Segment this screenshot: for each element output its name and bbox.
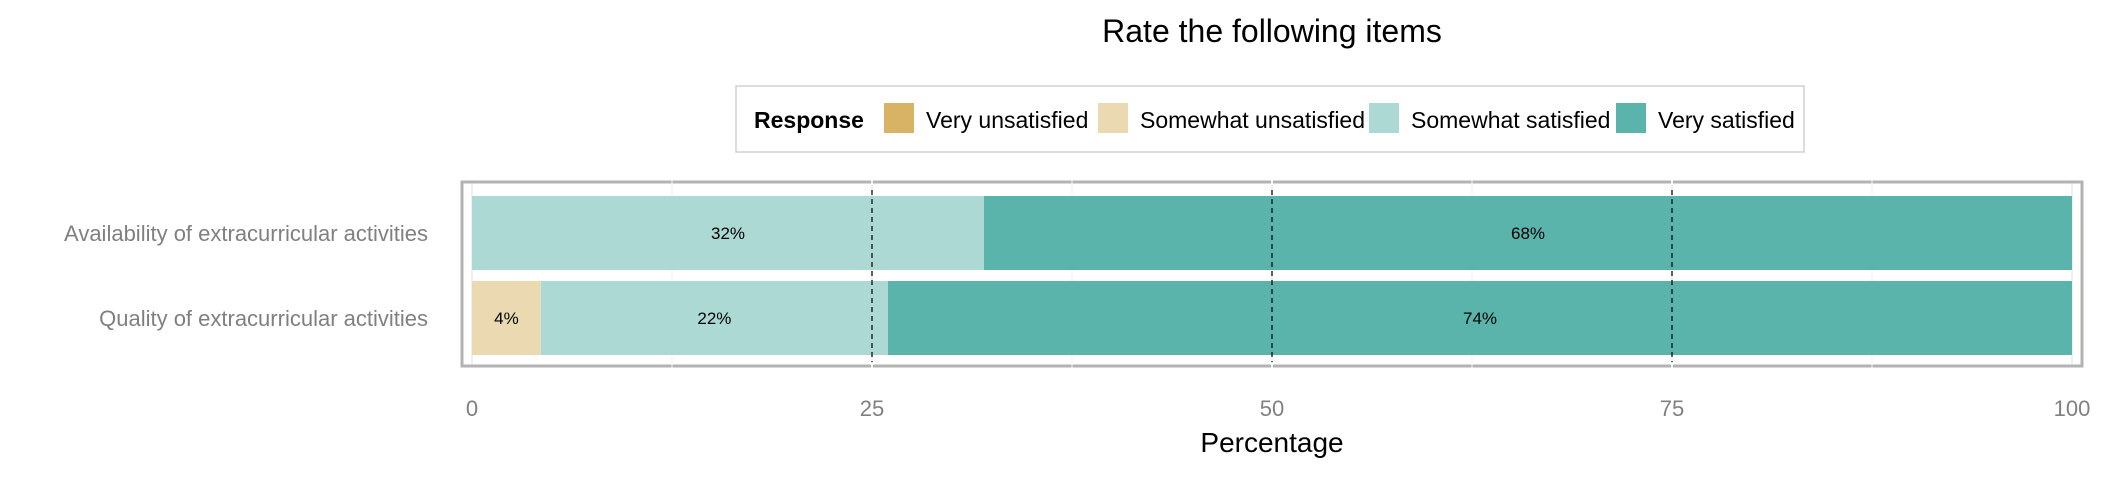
legend-label: Somewhat satisfied: [1411, 107, 1610, 133]
legend-title: Response: [754, 107, 864, 133]
legend-swatch: [1369, 103, 1399, 133]
legend-swatch: [1098, 103, 1128, 133]
legend-label: Somewhat unsatisfied: [1140, 107, 1365, 133]
data-label: 4%: [494, 309, 519, 328]
x-tick-label: 25: [860, 396, 884, 421]
legend-label: Very satisfied: [1658, 107, 1795, 133]
chart-title: Rate the following items: [1102, 13, 1442, 49]
bars: [472, 196, 2072, 355]
bar-segment: [472, 281, 541, 355]
legend: Response Very unsatisfied Somewhat unsati…: [735, 85, 1805, 153]
category-label: Availability of extracurricular activiti…: [64, 221, 428, 246]
plot-frame: [460, 179, 2084, 369]
bar-segment: [540, 281, 888, 355]
data-label: 32%: [711, 224, 745, 243]
data-label: 74%: [1463, 309, 1497, 328]
legend-swatch: [884, 103, 914, 133]
legend-swatch: [1616, 103, 1646, 133]
category-label: Quality of extracurricular activities: [99, 306, 428, 331]
bar-segment: [472, 196, 984, 270]
x-tick-label: 100: [2054, 396, 2091, 421]
x-axis-title: Percentage: [1200, 427, 1343, 458]
legend-label: Very unsatisfied: [926, 107, 1088, 133]
plot-area: 32% 68% 4% 22% 74%: [460, 179, 2084, 369]
x-tick-label: 75: [1660, 396, 1684, 421]
bar-segment: [984, 196, 2072, 270]
category-labels: Availability of extracurricular activiti…: [64, 221, 428, 331]
bar-segment: [888, 281, 2072, 355]
x-axis-ticks: 0 25 50 75 100: [466, 396, 2090, 421]
x-tick-label: 0: [466, 396, 478, 421]
x-tick-label: 50: [1260, 396, 1284, 421]
data-label: 22%: [697, 309, 731, 328]
reference-lines: [871, 190, 1673, 362]
data-label: 68%: [1511, 224, 1545, 243]
data-labels: 32% 68% 4% 22% 74%: [494, 224, 1545, 328]
